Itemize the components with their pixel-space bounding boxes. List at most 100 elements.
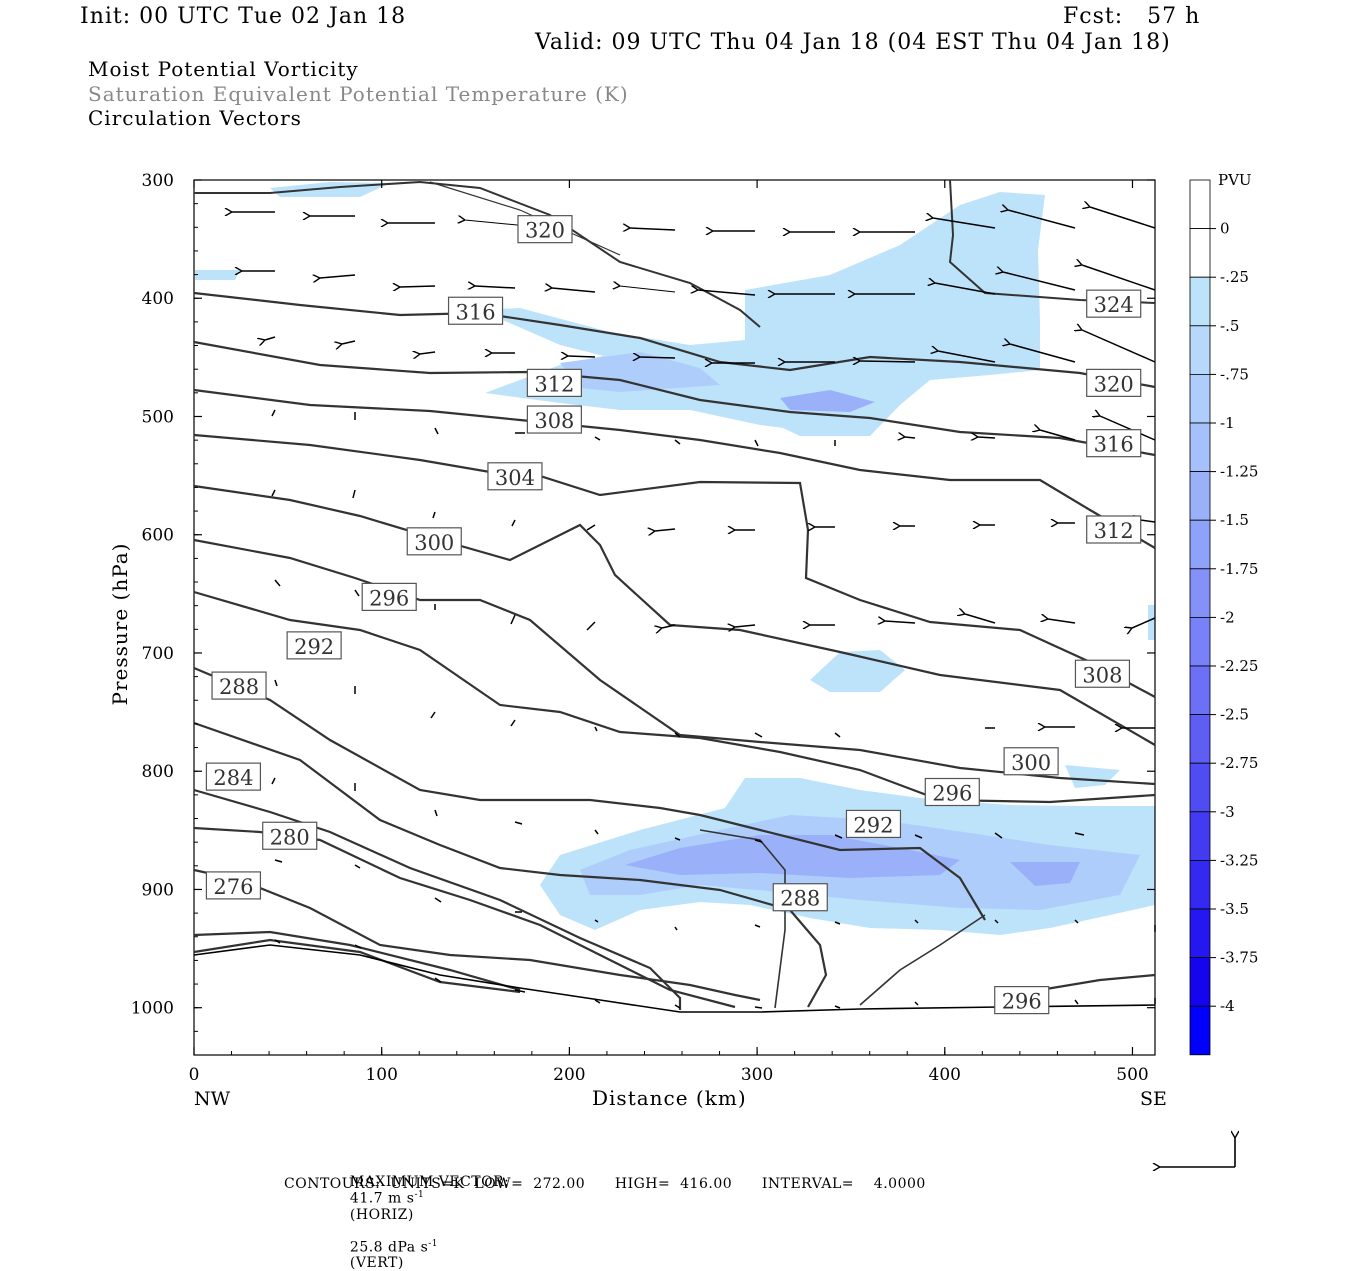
contour-label-text: 300 — [414, 531, 454, 555]
field-label-pv: Moist Potential Vorticity — [88, 57, 359, 81]
contour-label-box — [1086, 515, 1142, 544]
vector — [860, 361, 916, 362]
pv-region-upper-core2 — [780, 390, 875, 412]
contour-label-box — [1086, 368, 1142, 397]
max-vector-horiz: 41.7 m s — [349, 1190, 415, 1207]
vector — [586, 621, 596, 631]
contour-label: 288 — [211, 671, 267, 700]
plot-frame — [193, 179, 1156, 1056]
contour-label-box — [205, 762, 262, 791]
vector — [594, 919, 599, 923]
contour-308 — [193, 433, 1156, 698]
contour-label: 280 — [262, 821, 318, 850]
vector — [698, 290, 756, 296]
y-tick-label: 900 — [142, 880, 174, 900]
contour-292 — [193, 666, 986, 921]
contour-label: 300 — [1003, 747, 1059, 776]
contour-label-box — [526, 405, 582, 434]
vector — [342, 340, 356, 344]
colorbar-label: -1.75 — [1220, 560, 1258, 578]
contour-label-text: 312 — [1094, 519, 1134, 543]
y-tick-label: 600 — [142, 526, 174, 546]
max-vector-vert: 25.8 dPa s — [349, 1239, 429, 1256]
colorbar-unit: PVU — [1218, 171, 1252, 189]
vector — [271, 777, 276, 785]
vector — [271, 489, 276, 497]
colorbar-swatch — [1189, 422, 1211, 472]
contour-labels: 320 316 312 308 304 300 296 292 288 284 280 276 324 3… — [205, 215, 1142, 1015]
contour-label-box — [286, 631, 342, 660]
vector — [834, 921, 841, 925]
vector — [935, 283, 996, 295]
pv-region-upper-right — [480, 192, 1045, 436]
y-axis-title: Pressure (hPa) — [108, 542, 132, 706]
vector — [630, 228, 676, 230]
contour-center-288b — [699, 829, 786, 1009]
x-end-label-left: NW — [194, 1088, 231, 1110]
max-vector-label: MAXIMUM VECTOR: — [349, 1174, 510, 1190]
vector — [1010, 344, 1076, 363]
vector — [594, 829, 599, 835]
contour-label-box — [361, 582, 417, 611]
circulation-vectors — [232, 207, 1156, 1009]
vector — [432, 511, 436, 519]
contour-label: 316 — [1086, 429, 1142, 458]
colorbar-swatch — [1189, 519, 1211, 570]
y-tick-label: 700 — [142, 644, 174, 664]
pv-region-right-edge — [1148, 605, 1155, 640]
colorbar-label: -3.75 — [1220, 949, 1258, 967]
contour-label-box — [406, 527, 462, 556]
colorbar-swatch — [1189, 908, 1211, 958]
contour-label: 276 — [205, 871, 262, 900]
colorbar-label: -2.5 — [1220, 706, 1249, 724]
contour-label-box — [994, 986, 1050, 1015]
colorbar-label: -2.75 — [1220, 754, 1258, 772]
contour-label: 292 — [286, 631, 342, 660]
contour-label: 284 — [205, 762, 262, 791]
colorbar-swatch — [1189, 665, 1211, 715]
y-tick-label: 800 — [142, 762, 174, 782]
contour-label-text: 296 — [369, 586, 409, 610]
contour-label-text: 320 — [1094, 372, 1134, 396]
contour-label-text: 312 — [534, 372, 574, 396]
vector — [1090, 207, 1156, 229]
contour-276 — [193, 868, 761, 1002]
contour-label-box — [772, 883, 828, 912]
vector — [674, 926, 678, 931]
vector — [434, 809, 438, 817]
colorbar-label: -3.5 — [1220, 900, 1249, 918]
contour-label-text: 296 — [1002, 990, 1042, 1014]
x-tick-label: 300 — [741, 1065, 773, 1085]
vector — [754, 924, 761, 928]
contour-label-box — [1074, 659, 1131, 688]
colorbar-swatch — [1189, 714, 1211, 764]
init-time: Init: 00 UTC Tue 02 Jan 18 — [80, 4, 407, 29]
contour-label-text: 316 — [455, 300, 495, 324]
colorbar-swatch — [1189, 471, 1211, 521]
contour-320 — [193, 291, 1156, 389]
contour-label-box — [845, 809, 902, 839]
contour-label-text: 280 — [270, 825, 310, 849]
colorbar-swatch — [1189, 860, 1211, 910]
ground-line — [193, 944, 1156, 1013]
colorbar-swatch — [1189, 373, 1211, 424]
colorbar-label: -3 — [1220, 803, 1235, 821]
contour-label-text: 292 — [853, 813, 893, 837]
vector — [594, 436, 601, 441]
contour-284 — [193, 788, 682, 1010]
colorbar-label: -.5 — [1220, 317, 1239, 335]
vector — [834, 834, 843, 839]
vector — [655, 529, 676, 531]
colorbar-swatch — [1189, 325, 1211, 375]
vector — [1132, 617, 1156, 628]
vector — [352, 489, 356, 499]
vector — [965, 614, 996, 624]
vector — [754, 439, 759, 447]
contour-label-text: 308 — [534, 409, 574, 433]
vector — [674, 837, 681, 841]
vector — [1008, 210, 1076, 229]
contour-288 — [193, 721, 828, 1008]
vector — [594, 999, 601, 1004]
pv-region-mid-right — [1065, 765, 1120, 788]
vector — [514, 989, 526, 993]
